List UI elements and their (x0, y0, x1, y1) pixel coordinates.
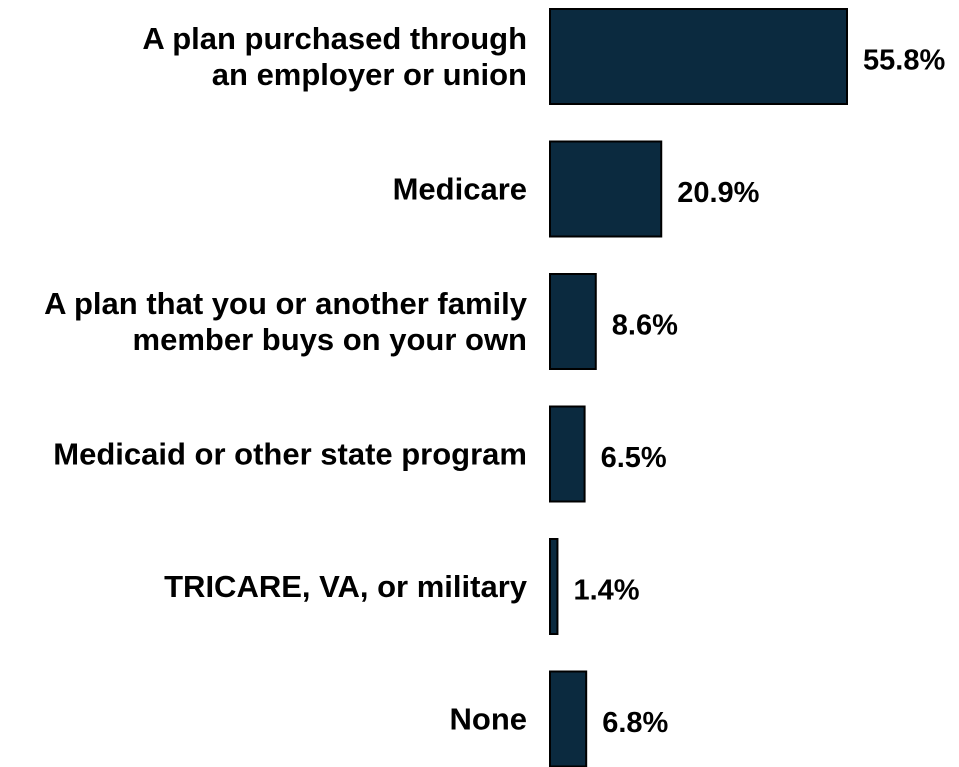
category-label-5-line-0: None (450, 702, 528, 737)
value-label-3: 6.5% (601, 442, 667, 474)
bar-0 (549, 8, 848, 105)
value-label-0: 55.8% (863, 45, 945, 77)
value-label-1: 20.9% (677, 177, 759, 209)
value-label-4: 1.4% (573, 575, 639, 607)
bar-2 (549, 273, 597, 370)
category-label-0-line-1: an employer or union (212, 57, 527, 92)
value-labels-group: 55.8% 20.9% 8.6% 6.5% 1.4% 6.8% (573, 45, 945, 740)
bars-group (549, 8, 848, 767)
bar-4 (549, 538, 559, 635)
value-label-2: 8.6% (612, 310, 678, 342)
category-label-3-line-0: Medicaid or other state program (53, 437, 527, 472)
bar-3 (549, 405, 586, 503)
category-label-4-line-0: TRICARE, VA, or military (164, 569, 528, 604)
category-label-2-line-0: A plan that you or another family (44, 286, 528, 321)
category-label-0-line-0: A plan purchased through (142, 21, 527, 56)
bar-1 (549, 140, 663, 238)
bar-5 (549, 670, 588, 767)
category-label-2-line-1: member buys on your own (133, 322, 527, 357)
value-label-5: 6.8% (602, 707, 668, 739)
category-label-1-line-0: Medicare (393, 172, 527, 207)
